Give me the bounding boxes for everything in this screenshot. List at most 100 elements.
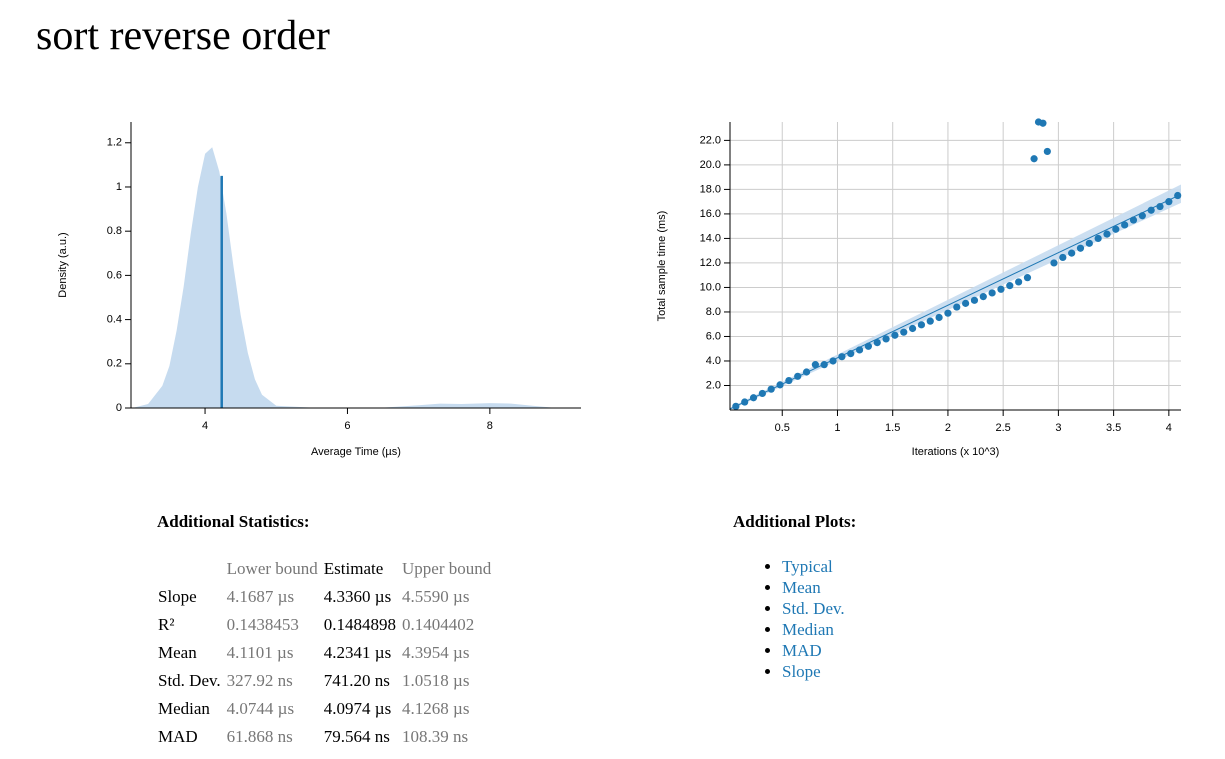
sample-point bbox=[1039, 119, 1047, 127]
plot-item: MAD bbox=[782, 640, 845, 661]
stats-value: 4.1268 µs bbox=[402, 699, 470, 718]
x-tick-label: 6 bbox=[344, 420, 350, 432]
stats-value: 61.868 ns bbox=[226, 727, 293, 746]
sample-point bbox=[1112, 225, 1120, 233]
y-tick-label: 1.2 bbox=[107, 137, 122, 149]
plot-item: Std. Dev. bbox=[782, 598, 845, 619]
stats-column-header: Estimate bbox=[323, 559, 384, 578]
sample-point bbox=[1121, 221, 1129, 229]
sample-point bbox=[1094, 234, 1102, 243]
sample-point bbox=[926, 317, 934, 325]
sample-point bbox=[829, 357, 837, 365]
sample-point bbox=[882, 335, 890, 343]
plot-link[interactable]: Slope bbox=[782, 662, 821, 681]
sample-point bbox=[820, 361, 828, 369]
stats-row: Mean 4.1101 µs 4.2341 µs 4.3954 µs bbox=[155, 639, 494, 667]
stats-value: 0.1404402 bbox=[402, 615, 475, 634]
y-tick-label: 14.0 bbox=[700, 232, 721, 244]
sample-point bbox=[997, 285, 1005, 293]
stats-column-header: Upper bound bbox=[402, 559, 492, 578]
y-tick-label: 0 bbox=[116, 402, 122, 414]
sample-point bbox=[917, 321, 926, 329]
stats-column-header: Lower bound bbox=[226, 559, 318, 578]
sample-point bbox=[944, 309, 952, 317]
y-axis-label: Density (a.u.) bbox=[57, 232, 69, 297]
plot-link[interactable]: Std. Dev. bbox=[782, 599, 845, 618]
stats-row: Std. Dev. 327.92 ns 741.20 ns 1.0518 µs bbox=[155, 667, 494, 695]
stats-value: 327.92 ns bbox=[226, 671, 293, 690]
stats-value: 0.1438453 bbox=[226, 615, 299, 634]
sample-point bbox=[776, 381, 784, 389]
plots-heading: Additional Plots: bbox=[733, 512, 857, 531]
stats-value: 1.0518 µs bbox=[402, 671, 470, 690]
sample-point bbox=[811, 361, 819, 369]
sample-point bbox=[1085, 239, 1093, 247]
plot-item: Slope bbox=[782, 661, 845, 682]
sample-point bbox=[979, 293, 987, 301]
plot-link[interactable]: Mean bbox=[782, 578, 821, 597]
sample-point bbox=[970, 296, 979, 304]
stats-row: R² 0.1438453 0.1484898 0.1404402 bbox=[155, 611, 494, 639]
x-axis-label: Iterations (x 10^3) bbox=[912, 446, 1000, 458]
stats-row: Slope 4.1687 µs 4.3360 µs 4.5590 µs bbox=[155, 583, 494, 611]
sample-point bbox=[1059, 253, 1067, 262]
sample-point bbox=[1165, 198, 1173, 206]
sample-point bbox=[873, 338, 881, 347]
stats-row: MAD 61.868 ns 79.564 ns 108.39 ns bbox=[155, 723, 494, 751]
page-title: sort reverse order bbox=[36, 13, 330, 59]
stats-value: 79.564 ns bbox=[323, 727, 390, 746]
plot-item: Mean bbox=[782, 577, 845, 598]
sample-point bbox=[802, 368, 811, 376]
plot-link[interactable]: Typical bbox=[782, 557, 833, 576]
stats-header-row: Lower bound Estimate Upper bound bbox=[155, 555, 494, 583]
sample-point bbox=[767, 385, 775, 393]
sample-point bbox=[864, 342, 873, 350]
sample-point bbox=[1138, 212, 1146, 220]
y-tick-label: 10.0 bbox=[700, 281, 721, 293]
sample-point bbox=[1103, 230, 1111, 238]
y-tick-label: 12.0 bbox=[700, 257, 721, 269]
y-tick-label: 0.2 bbox=[107, 358, 122, 370]
x-tick-label: 2.5 bbox=[996, 422, 1011, 434]
sample-point bbox=[1147, 206, 1155, 214]
x-tick-label: 3.5 bbox=[1106, 422, 1121, 434]
sample-point bbox=[1015, 278, 1023, 286]
sample-point bbox=[1043, 147, 1051, 156]
x-tick-label: 4 bbox=[202, 420, 208, 432]
plot-item: Median bbox=[782, 619, 845, 640]
y-axis-label: Total sample time (ms) bbox=[656, 211, 668, 322]
y-tick-label: 4.0 bbox=[706, 355, 721, 367]
sample-point bbox=[732, 402, 740, 410]
stats-value: 4.3954 µs bbox=[402, 643, 470, 662]
stats-label: R² bbox=[158, 615, 175, 634]
stats-header-blank bbox=[155, 555, 224, 583]
sample-point bbox=[1023, 274, 1032, 282]
y-tick-label: 22.0 bbox=[700, 134, 721, 146]
y-tick-label: 0.8 bbox=[107, 225, 122, 237]
sample-point bbox=[1030, 155, 1038, 163]
sample-point bbox=[908, 324, 917, 333]
sample-point bbox=[1050, 259, 1058, 267]
stats-label: Std. Dev. bbox=[158, 671, 221, 690]
sample-point bbox=[749, 394, 758, 402]
stats-value: 108.39 ns bbox=[402, 727, 469, 746]
stats-label: MAD bbox=[158, 727, 198, 746]
plot-link[interactable]: Median bbox=[782, 620, 834, 639]
sample-point bbox=[953, 303, 961, 311]
stats-row: Median 4.0744 µs 4.0974 µs 4.1268 µs bbox=[155, 695, 494, 723]
plot-item: Typical bbox=[782, 556, 845, 577]
stats-value: 4.2341 µs bbox=[323, 643, 392, 662]
y-tick-label: 20.0 bbox=[700, 159, 721, 171]
stats-label: Mean bbox=[158, 643, 197, 662]
sample-point bbox=[758, 389, 766, 398]
x-tick-label: 3 bbox=[1055, 422, 1061, 434]
x-tick-label: 8 bbox=[487, 420, 493, 432]
sample-point bbox=[1174, 191, 1182, 200]
sample-point bbox=[891, 331, 899, 339]
sample-point bbox=[988, 289, 996, 297]
sample-point bbox=[838, 353, 846, 361]
stats-value: 0.1484898 bbox=[323, 615, 397, 634]
plot-link[interactable]: MAD bbox=[782, 641, 822, 660]
stats-value: 4.5590 µs bbox=[402, 587, 470, 606]
